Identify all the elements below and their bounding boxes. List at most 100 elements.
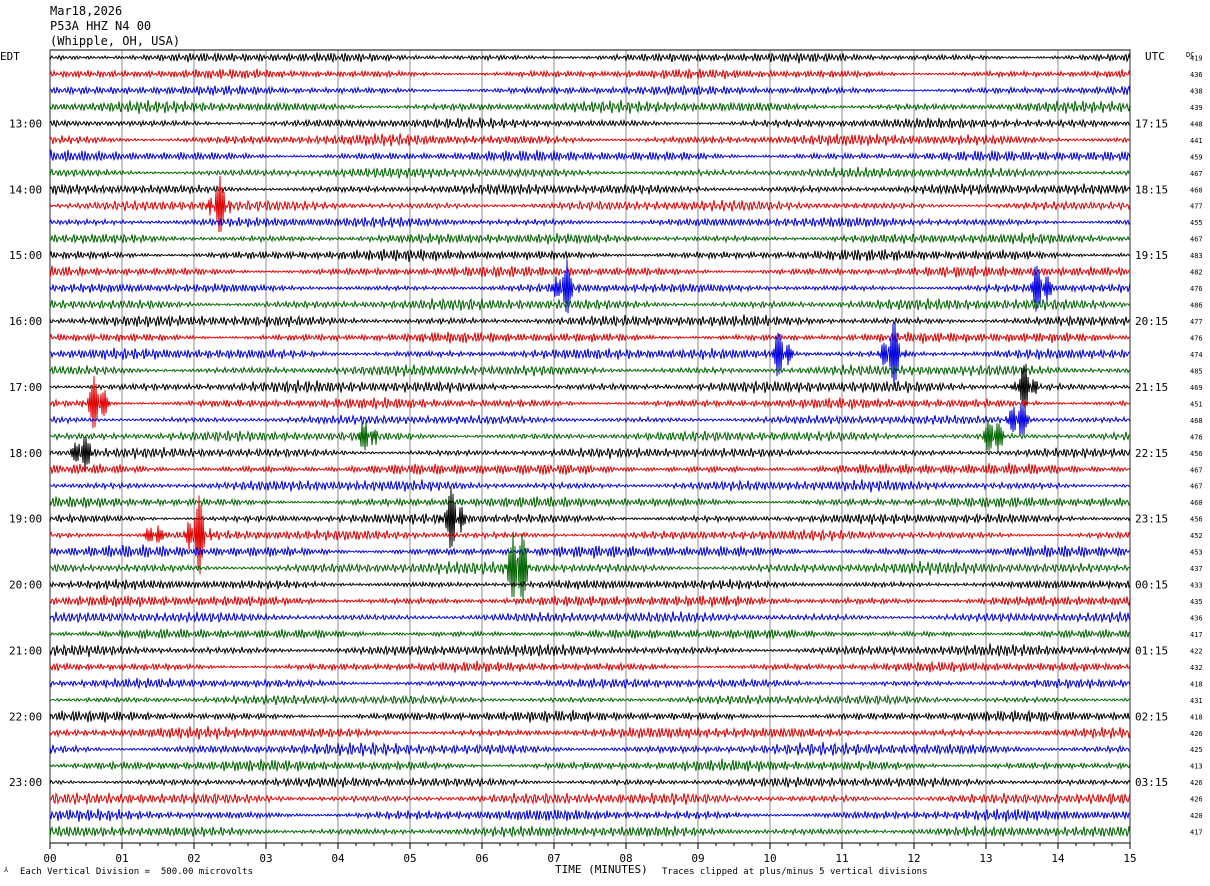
dc-offset-label: 437 bbox=[1190, 565, 1203, 573]
trace-line bbox=[49, 693, 1131, 706]
x-tick-label: 14 bbox=[1051, 852, 1065, 865]
dc-offset-label: 441 bbox=[1190, 137, 1203, 145]
station-code: P53A HHZ N4 00 bbox=[50, 19, 152, 33]
trace-line bbox=[49, 487, 1131, 549]
trace-line bbox=[49, 232, 1131, 245]
x-tick-label: 08 bbox=[619, 852, 632, 865]
trace-line bbox=[49, 627, 1131, 640]
right-hour-label: 18:15 bbox=[1135, 183, 1168, 196]
trace-line bbox=[49, 578, 1131, 591]
trace-line bbox=[49, 496, 1131, 509]
dc-offset-label: 469 bbox=[1190, 384, 1203, 392]
right-hour-label: 21:15 bbox=[1135, 381, 1168, 394]
left-hour-label: 14:00 bbox=[9, 183, 42, 196]
x-tick-label: 13 bbox=[979, 852, 992, 865]
dc-offset-label: 433 bbox=[1190, 582, 1203, 590]
x-tick-label: 12 bbox=[907, 852, 920, 865]
trace-line bbox=[49, 544, 1131, 559]
left-hour-label: 20:00 bbox=[9, 579, 42, 592]
trace-line bbox=[49, 462, 1131, 476]
dc-offset-label: 448 bbox=[1190, 120, 1203, 128]
left-hour-label: 15:00 bbox=[9, 249, 42, 262]
trace-line bbox=[49, 725, 1131, 740]
left-hour-label: 18:00 bbox=[9, 447, 42, 460]
x-tick-label: 02 bbox=[187, 852, 200, 865]
dc-offset-label: 455 bbox=[1190, 219, 1203, 227]
dc-offset-label: 435 bbox=[1190, 598, 1203, 606]
dc-offset-label: 436 bbox=[1190, 614, 1203, 622]
dc-offset-label: 483 bbox=[1190, 252, 1203, 260]
grid-lines bbox=[49, 49, 1131, 849]
trace-line bbox=[49, 216, 1131, 229]
dc-offset-label: 482 bbox=[1190, 269, 1203, 277]
dc-offset-label: 419 bbox=[1190, 55, 1203, 63]
left-hour-label: 22:00 bbox=[9, 710, 42, 723]
dc-offset-label: 438 bbox=[1190, 87, 1203, 95]
trace-line bbox=[49, 660, 1131, 673]
trace-line bbox=[49, 758, 1131, 773]
right-hour-label: 00:15 bbox=[1135, 579, 1168, 592]
dc-offset-label: 460 bbox=[1190, 499, 1203, 507]
right-hour-label: 20:15 bbox=[1135, 315, 1168, 328]
trace-line bbox=[49, 533, 1131, 603]
trace-line bbox=[49, 402, 1131, 436]
trace-line bbox=[49, 709, 1131, 723]
x-tick-label: 09 bbox=[691, 852, 704, 865]
trace-line bbox=[49, 314, 1131, 328]
left-hour-label: 17:00 bbox=[9, 381, 42, 394]
x-tick-label: 01 bbox=[115, 852, 128, 865]
right-hour-label: 01:15 bbox=[1135, 644, 1168, 657]
footer-glyph: ⅄ bbox=[4, 866, 9, 874]
x-tick-label: 10 bbox=[763, 852, 776, 865]
dc-offset-label: 425 bbox=[1190, 746, 1203, 754]
dc-offset-label: 467 bbox=[1190, 236, 1203, 244]
dc-offset-label: 452 bbox=[1190, 532, 1203, 540]
trace-line bbox=[49, 321, 1131, 388]
plot-date: Mar18,2026 bbox=[50, 4, 123, 18]
dc-offset-label: 456 bbox=[1190, 450, 1203, 458]
trace-line bbox=[49, 248, 1131, 263]
trace-line bbox=[49, 331, 1131, 344]
dc-offset-label: 426 bbox=[1190, 779, 1203, 787]
left-hour-label: 19:00 bbox=[9, 513, 42, 526]
trace-line bbox=[49, 99, 1131, 115]
left-hour-label: 13:00 bbox=[9, 117, 42, 130]
x-tick-label: 11 bbox=[835, 852, 848, 865]
x-tick-label: 00 bbox=[43, 852, 56, 865]
dc-offset-label: 451 bbox=[1190, 400, 1203, 408]
dc-offset-label: 420 bbox=[1190, 812, 1203, 820]
trace-line bbox=[49, 133, 1131, 147]
dc-offset-label: 432 bbox=[1190, 664, 1203, 672]
x-tick-label: 05 bbox=[403, 852, 416, 865]
dc-offset-label: 486 bbox=[1190, 302, 1203, 310]
dc-offset-label: 417 bbox=[1190, 829, 1203, 837]
dc-offset-label: 476 bbox=[1190, 285, 1203, 293]
dc-offset-label: 477 bbox=[1190, 203, 1203, 211]
trace-line bbox=[49, 792, 1131, 806]
dc-offset-label: 477 bbox=[1190, 318, 1203, 326]
trace-line bbox=[49, 611, 1131, 624]
dc-offset-label: 418 bbox=[1190, 713, 1203, 721]
scale-note: Each Vertical Division = 500.00 microvol… bbox=[20, 867, 253, 877]
dc-offset-label: 459 bbox=[1190, 153, 1203, 161]
trace-line bbox=[49, 297, 1131, 311]
dc-offset-label: 436 bbox=[1190, 71, 1203, 79]
right-hour-label: 22:15 bbox=[1135, 447, 1168, 460]
clip-note: Traces clipped at plus/minus 5 vertical … bbox=[662, 867, 928, 877]
dc-offset-label: 426 bbox=[1190, 730, 1203, 738]
dc-offset-label: 467 bbox=[1190, 483, 1203, 491]
dc-offset-label: 476 bbox=[1190, 433, 1203, 441]
right-timezone-label: UTC bbox=[1145, 50, 1165, 63]
trace-line bbox=[49, 265, 1131, 278]
trace-line bbox=[49, 364, 1131, 377]
axis-labels: 00 01 02 03 04 05 06 07 08 09 10 11 12 13 14 15 419 436 43… bbox=[9, 55, 1203, 866]
trace-line bbox=[49, 166, 1131, 179]
trace-line bbox=[49, 479, 1131, 493]
trace-line bbox=[49, 149, 1131, 163]
trace-line bbox=[49, 436, 1131, 471]
dc-offset-label: 460 bbox=[1190, 186, 1203, 194]
trace-line bbox=[49, 808, 1131, 822]
trace-line bbox=[49, 51, 1131, 64]
x-tick-label: 04 bbox=[331, 852, 345, 865]
